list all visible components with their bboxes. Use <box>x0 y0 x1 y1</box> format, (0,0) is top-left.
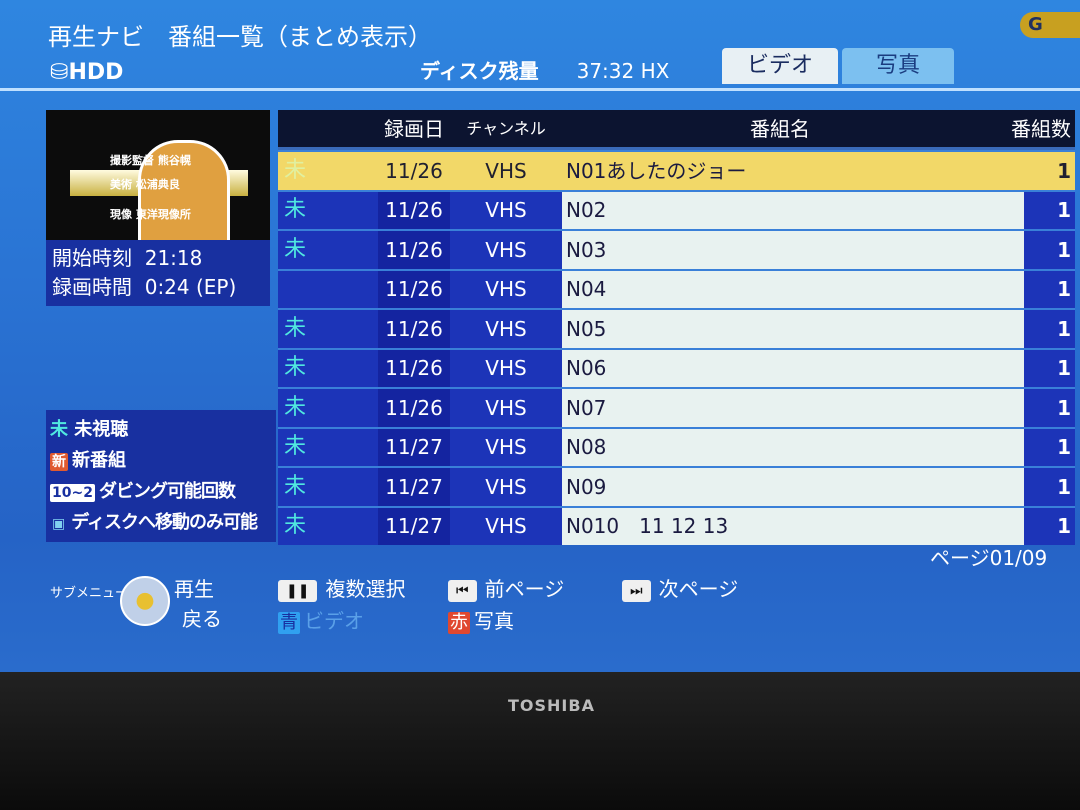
sub-menu-label: サブメニュー <box>50 586 129 601</box>
cell-name: N09 <box>562 468 1024 506</box>
cell-name: N06 <box>562 349 1024 387</box>
cell-mark: 未 <box>284 315 307 341</box>
cell-name: N03 <box>562 231 1024 269</box>
page-indicator: ページ01/09 <box>930 546 1048 570</box>
table-row[interactable]: 未 11/26 VHS N07 1 <box>278 387 1075 427</box>
cell-channel: VHS <box>485 316 527 341</box>
table-header: 録画日 チャンネル 番組名 番組数 <box>278 110 1075 150</box>
cell-name: N010 11 12 13 <box>562 507 1024 545</box>
cell-mark: 未 <box>284 473 307 499</box>
cell-count: 1 <box>1057 277 1071 302</box>
cell-date: 11/26 <box>378 349 450 387</box>
cell-count: 1 <box>1057 158 1071 183</box>
cell-date: 11/26 <box>378 152 450 190</box>
thumbnail-preview: 撮影監督 熊谷幌 美術 松浦典良 現像 東洋現像所 <box>46 110 270 240</box>
cell-channel: VHS <box>485 395 527 420</box>
table-row[interactable]: 未 11/27 VHS N08 1 <box>278 426 1075 466</box>
page-title: 再生ナビ 番組一覧（まとめ表示） <box>48 23 432 51</box>
cell-channel: VHS <box>485 158 527 183</box>
cell-date: 11/27 <box>378 428 450 466</box>
cell-mark: 未 <box>284 197 307 223</box>
cell-channel: VHS <box>485 474 527 499</box>
multi-select-hint[interactable]: ❚❚ 複数選択 <box>278 576 405 602</box>
tv-screen: 再生ナビ 番組一覧（まとめ表示） ⛁HDD ディスク残量 37:32 HX ビデオ… <box>0 0 1080 672</box>
cell-date: 11/27 <box>378 468 450 506</box>
skip-forward-icon: ⏭ <box>622 579 651 602</box>
program-info: 開始時刻 21:18 録画時間 0:24 (EP) <box>46 240 270 306</box>
brand-logo: TOSHIBA <box>508 696 595 715</box>
table-row[interactable]: 未 11/26 VHS N05 1 <box>278 308 1075 348</box>
tv-bezel <box>0 672 1080 810</box>
prev-page-hint[interactable]: ⏮ 前ページ <box>448 576 564 602</box>
cell-count: 1 <box>1057 198 1071 223</box>
table-row[interactable]: 未 11/27 VHS N09 1 <box>278 466 1075 506</box>
cell-channel: VHS <box>485 356 527 381</box>
hdd-icon: ⛁ <box>50 60 69 85</box>
table-row[interactable]: 未 11/26 VHS N01あしたのジョー 1 <box>278 150 1075 190</box>
next-page-hint[interactable]: ⏭ 次ページ <box>622 576 738 602</box>
cell-count: 1 <box>1057 237 1071 262</box>
cell-date: 11/26 <box>378 231 450 269</box>
legend-item: 新新番組 <box>50 450 126 471</box>
red-key-hint[interactable]: 赤写真 <box>448 609 514 634</box>
blue-key-hint[interactable]: 青ビデオ <box>278 609 364 634</box>
legend-item: ▣ ディスクへ移動のみ可能 <box>52 512 258 533</box>
tab-photo[interactable]: 写真 <box>842 48 954 84</box>
cell-name: N01あしたのジョー <box>562 152 1024 190</box>
cell-channel: VHS <box>485 514 527 539</box>
cell-name: N04 <box>562 270 1024 308</box>
tab-video[interactable]: ビデオ <box>722 48 838 84</box>
disk-remaining: ディスク残量 37:32 HX <box>420 59 670 83</box>
table-row[interactable]: 未 11/27 VHS N010 11 12 13 1 <box>278 505 1075 545</box>
cell-channel: VHS <box>485 237 527 262</box>
program-list: 録画日 チャンネル 番組名 番組数 未 11/26 VHS N01あしたのジョー 1 未 1… <box>278 110 1075 545</box>
cell-count: 1 <box>1057 356 1071 381</box>
cell-count: 1 <box>1057 316 1071 341</box>
cell-mark: 未 <box>284 157 307 183</box>
cell-mark: 未 <box>284 434 307 460</box>
table-row[interactable]: 未 11/26 VHS N02 1 <box>278 189 1075 229</box>
cell-date: 11/27 <box>378 507 450 545</box>
pause-icon: ❚❚ <box>278 579 318 602</box>
cell-mark: 未 <box>284 355 307 381</box>
cell-date: 11/26 <box>378 389 450 427</box>
cell-channel: VHS <box>485 198 527 223</box>
divider <box>0 88 1080 91</box>
cell-mark: 未 <box>284 513 307 539</box>
skip-back-icon: ⏮ <box>448 579 477 602</box>
cell-date: 11/26 <box>378 310 450 348</box>
legend-item: 未 未視聴 <box>50 419 129 440</box>
table-row[interactable]: 11/26 VHS N04 1 <box>278 268 1075 308</box>
cell-name: N08 <box>562 428 1024 466</box>
cell-name: N05 <box>562 310 1024 348</box>
logo: G <box>1020 12 1080 38</box>
control-guide: サブメニュー ● 再生 戻る ❚❚ 複数選択 ⏮ 前ページ ⏭ 次ページ 青ビデオ 赤… <box>50 576 739 634</box>
cell-count: 1 <box>1057 435 1071 460</box>
device-label: ⛁HDD <box>50 60 124 85</box>
cell-name: N02 <box>562 191 1024 229</box>
cell-date: 11/26 <box>378 191 450 229</box>
cell-channel: VHS <box>485 277 527 302</box>
legend: 未 未視聴 新新番組 10~2 ダビング可能回数 ▣ ディスクへ移動のみ可能 <box>46 410 276 542</box>
cell-name: N07 <box>562 389 1024 427</box>
table-row[interactable]: 未 11/26 VHS N06 1 <box>278 347 1075 387</box>
dpad-icon[interactable]: ● <box>120 576 170 626</box>
cell-date: 11/26 <box>378 270 450 308</box>
cell-count: 1 <box>1057 395 1071 420</box>
cell-count: 1 <box>1057 514 1071 539</box>
cell-mark: 未 <box>284 394 307 420</box>
move-only-icon: ▣ <box>52 516 66 532</box>
cell-mark: 未 <box>284 236 307 262</box>
cell-count: 1 <box>1057 474 1071 499</box>
cell-channel: VHS <box>485 435 527 460</box>
table-row[interactable]: 未 11/26 VHS N03 1 <box>278 229 1075 269</box>
legend-item: 10~2 ダビング可能回数 <box>50 481 236 502</box>
